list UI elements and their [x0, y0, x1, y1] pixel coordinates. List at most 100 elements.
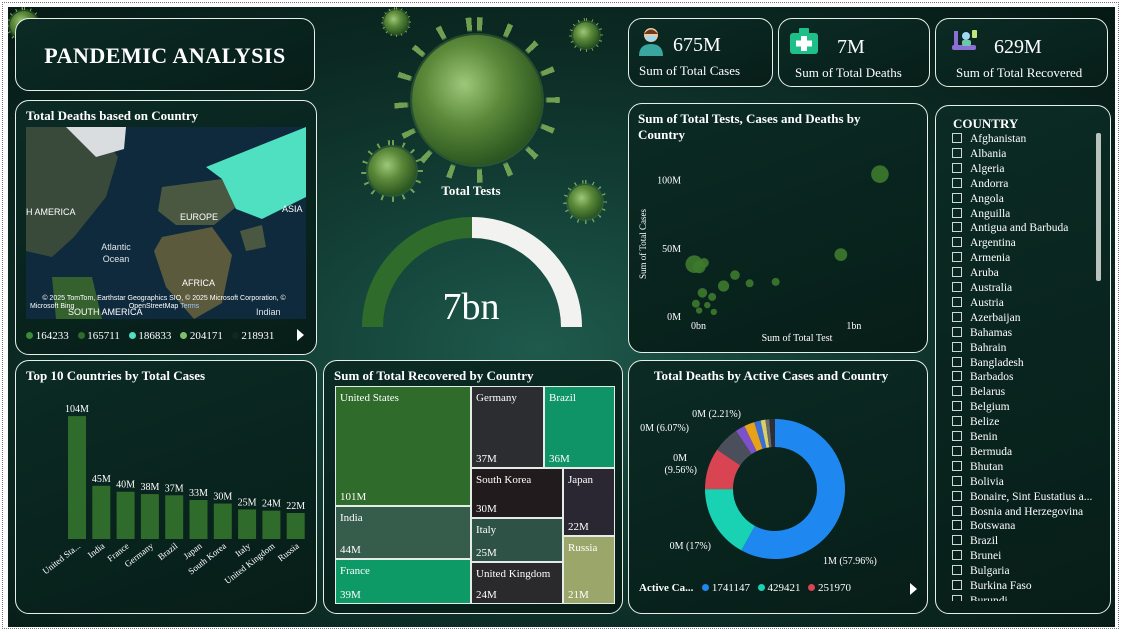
- slicer-item[interactable]: Afghanistan: [952, 133, 1026, 147]
- treemap-cell[interactable]: South Korea 30M: [471, 468, 563, 518]
- bar: [68, 416, 86, 539]
- slicer-item[interactable]: Armenia: [952, 252, 1010, 266]
- checkbox-icon[interactable]: [952, 416, 962, 427]
- slicer-item[interactable]: Benin: [952, 431, 997, 445]
- slicer-item[interactable]: Bulgaria: [952, 565, 1010, 579]
- slicer-item[interactable]: Bahamas: [952, 326, 1012, 341]
- slicer-item[interactable]: Andorra: [952, 177, 1008, 192]
- slicer-item[interactable]: Argentina: [952, 237, 1016, 251]
- slicer-item[interactable]: Austria: [952, 296, 1004, 311]
- checkbox-icon[interactable]: [952, 565, 962, 576]
- treemap-cell[interactable]: Japan 22M: [563, 468, 615, 536]
- slicer-item[interactable]: Angola: [952, 192, 1004, 207]
- checkbox-icon[interactable]: [952, 580, 962, 590]
- checkbox-icon[interactable]: [952, 386, 962, 397]
- checkbox-icon[interactable]: [952, 282, 962, 292]
- slicer-item[interactable]: Albania: [952, 147, 1006, 162]
- checkbox-icon[interactable]: [952, 267, 962, 278]
- slicer-item[interactable]: Bolivia: [952, 475, 1004, 490]
- checkbox-icon[interactable]: [952, 252, 962, 263]
- checkbox-icon[interactable]: [952, 237, 962, 248]
- map-attribution: © 2025 TomTom, Earthstar Geographics SIO…: [42, 295, 286, 310]
- checkbox-icon[interactable]: [952, 594, 962, 601]
- checkbox-icon[interactable]: [952, 222, 962, 233]
- slicer-item[interactable]: Brunei: [952, 550, 1001, 564]
- checkbox-icon[interactable]: [952, 445, 962, 456]
- slicer-item[interactable]: Botswana: [952, 520, 1015, 534]
- slicer-item[interactable]: Barbados: [952, 371, 1013, 385]
- slicer-item-label: Belarus: [970, 386, 1006, 399]
- checkbox-icon[interactable]: [952, 431, 962, 441]
- checkbox-icon[interactable]: [952, 401, 962, 412]
- checkbox-icon[interactable]: [952, 296, 962, 307]
- slicer-item[interactable]: Bahrain: [952, 341, 1006, 356]
- checkbox-icon[interactable]: [952, 147, 962, 158]
- treemap-cell[interactable]: Russia 21M: [563, 536, 615, 604]
- checkbox-icon[interactable]: [952, 460, 962, 471]
- checkbox-icon[interactable]: [952, 371, 962, 382]
- checkbox-icon[interactable]: [952, 133, 962, 143]
- treemap-cell[interactable]: France 39M: [335, 559, 471, 604]
- map-terms-link[interactable]: Terms: [180, 303, 200, 310]
- checkbox-icon[interactable]: [952, 341, 962, 352]
- checkbox-icon[interactable]: [952, 550, 962, 561]
- checkbox-icon[interactable]: [952, 475, 962, 486]
- donut-legend-item: 429421: [757, 582, 800, 594]
- scatter-point: [745, 279, 754, 288]
- treemap-cell[interactable]: India 44M: [335, 506, 471, 559]
- slicer-item[interactable]: Aruba: [952, 267, 999, 281]
- slicer-item[interactable]: Belgium: [952, 401, 1010, 415]
- kpi-card-total-recovered[interactable]: 629M Sum of Total Recovered: [935, 18, 1108, 87]
- treemap-cell[interactable]: Germany 37M: [471, 386, 544, 468]
- treemap-cell[interactable]: United States 101M: [335, 386, 471, 506]
- virus-decoration-icon: [384, 10, 408, 34]
- donut-legend: Active Ca... 1741147 429421 251970: [639, 582, 851, 594]
- checkbox-icon[interactable]: [952, 192, 962, 203]
- slicer-item-label: Bosnia and Herzegovina: [970, 505, 1084, 518]
- checkbox-icon[interactable]: [952, 207, 962, 218]
- donut-chart[interactable]: 1M (57.96%) 0M (17%) 0M (9.56%) 0M (6.07%)0M…: [629, 361, 928, 614]
- treemap-cell[interactable]: Italy 25M: [471, 518, 563, 562]
- x-axis-label: Sum of Total Test: [762, 333, 833, 344]
- total-tests-gauge[interactable]: [361, 215, 583, 331]
- checkbox-icon[interactable]: [952, 356, 962, 367]
- treemap-cell[interactable]: Brazil 36M: [544, 386, 615, 468]
- slicer-item[interactable]: Australia: [952, 282, 1012, 296]
- checkbox-icon[interactable]: [952, 535, 962, 546]
- slicer-item[interactable]: Azerbaijan: [952, 311, 1020, 326]
- slicer-item[interactable]: Anguilla: [952, 207, 1010, 222]
- slicer-item[interactable]: Bermuda: [952, 445, 1012, 460]
- checkbox-icon[interactable]: [952, 311, 962, 322]
- slicer-item[interactable]: Belarus: [952, 386, 1005, 400]
- slicer-item[interactable]: Burundi: [952, 594, 1008, 601]
- donut-slice: [754, 420, 767, 449]
- slicer-item[interactable]: Bonaire, Sint Eustatius a...: [952, 490, 1092, 505]
- checkbox-icon[interactable]: [952, 520, 962, 531]
- donut-title: Total Deaths by Active Cases and Country: [654, 368, 889, 383]
- slicer-item[interactable]: Brazil: [952, 535, 998, 549]
- slicer-item[interactable]: Bhutan: [952, 460, 1003, 475]
- donut-legend-title: Active Ca...: [639, 582, 694, 594]
- scatter-plot[interactable]: 100M 50M 0M 0bn 1bn Sum of Total Test Sum of T…: [629, 104, 928, 353]
- kpi-card-total-deaths[interactable]: 7M Sum of Total Deaths: [778, 18, 930, 87]
- slicer-item[interactable]: Antigua and Barbuda: [952, 222, 1068, 236]
- slicer-item[interactable]: Belize: [952, 416, 999, 430]
- treemap-cell-value: 21M: [568, 589, 589, 601]
- checkbox-icon[interactable]: [952, 326, 962, 337]
- checkbox-icon[interactable]: [952, 162, 962, 173]
- legend-next-icon[interactable]: [297, 329, 304, 341]
- treemap-cell[interactable]: United Kingdom 24M: [471, 562, 563, 604]
- slicer-item[interactable]: Burkina Faso: [952, 580, 1032, 594]
- kpi-card-total-cases[interactable]: 675M Sum of Total Cases: [628, 18, 773, 87]
- slicer-item[interactable]: Bosnia and Herzegovina: [952, 505, 1084, 520]
- checkbox-icon[interactable]: [952, 490, 962, 501]
- slicer-item[interactable]: Bangladesh: [952, 356, 1024, 371]
- slicer-item[interactable]: Algeria: [952, 162, 1004, 177]
- bar-tick-label: India: [86, 541, 107, 560]
- legend-next-icon[interactable]: [910, 583, 917, 595]
- world-map[interactable]: [26, 127, 306, 319]
- slicer-scrollbar[interactable]: [1096, 133, 1101, 281]
- checkbox-icon[interactable]: [952, 505, 962, 516]
- checkbox-icon[interactable]: [952, 177, 962, 188]
